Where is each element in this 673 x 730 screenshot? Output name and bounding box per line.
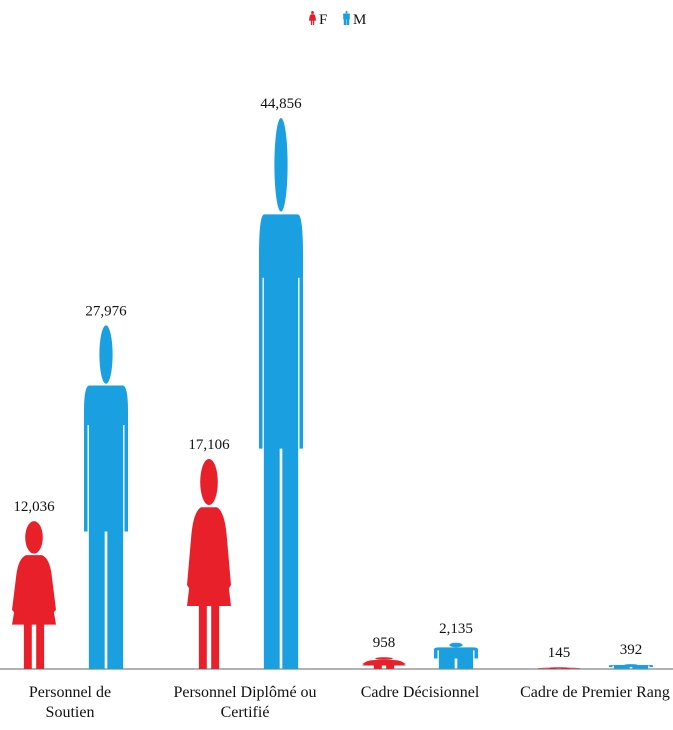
value-label: 392 [620, 642, 643, 658]
x-tick-label: Personnel de Soutien [28, 684, 112, 721]
figure [259, 118, 303, 669]
value-label: 12,036 [13, 499, 55, 515]
value-label: 17,106 [188, 437, 230, 453]
value-label: 44,856 [260, 96, 302, 112]
figure [537, 667, 581, 669]
figure [434, 642, 478, 669]
value-label: 2,135 [439, 621, 473, 637]
value-label: 27,976 [85, 303, 127, 319]
figure [187, 458, 231, 669]
value-label: 145 [548, 645, 571, 661]
legend-label: M [353, 12, 366, 28]
x-tick-label: Cadre Décisionnel [360, 684, 480, 701]
figure [12, 521, 56, 669]
x-tick-label: Cadre de Premier Rang [520, 684, 670, 701]
figure [84, 325, 128, 669]
figure [609, 664, 653, 669]
legend-label: F [319, 12, 327, 28]
legend-icon [343, 11, 350, 25]
legend-icon [309, 11, 316, 25]
figure [362, 657, 406, 669]
x-tick-label: Personnel Diplômé ou Certifié [173, 684, 317, 721]
value-label: 958 [373, 635, 396, 651]
